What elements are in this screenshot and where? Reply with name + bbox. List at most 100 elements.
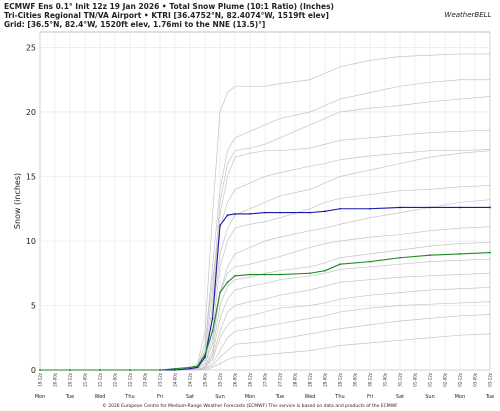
chart-title: ECMWF Ens 0.1° Init 12z 19 Jan 2026 • To… — [4, 2, 334, 11]
x-tick-label: 30-12z — [368, 373, 373, 387]
y-tick-label: 15 — [26, 172, 36, 181]
point — [69, 369, 71, 371]
x-tick-label: 21-00z — [83, 373, 88, 387]
x-tick-label: 29-00z — [323, 373, 328, 387]
y-tick-label: 25 — [26, 43, 36, 52]
point — [234, 274, 236, 277]
point — [99, 369, 101, 371]
point — [211, 317, 214, 320]
day-label: Sun — [425, 394, 435, 400]
x-tick-label: 24-00z — [173, 373, 178, 387]
x-tick-label: 27-12z — [278, 373, 283, 387]
point — [219, 224, 221, 227]
point — [264, 273, 266, 276]
point — [309, 211, 311, 214]
point — [219, 291, 221, 294]
y-tick-label: 20 — [26, 108, 36, 117]
point — [324, 210, 326, 213]
day-label: Tue — [275, 394, 285, 400]
chart-subtitle: Tri-Cities Regional TN/VA Airport • KTRI… — [4, 11, 329, 20]
point — [129, 369, 131, 371]
point — [204, 353, 206, 356]
x-tick-label: 29-12z — [338, 373, 343, 387]
point — [399, 256, 401, 259]
x-tick-label: 26-00z — [233, 373, 238, 387]
x-tick-label: 02-00z — [443, 373, 448, 387]
point — [309, 272, 311, 275]
x-tick-label: 20-00z — [53, 373, 58, 387]
grid-label: Grid: [36.5°N, 82.4°W, 1520ft elev, 1.76… — [4, 20, 265, 29]
x-tick-label: 22-00z — [113, 373, 118, 387]
summary-line — [40, 252, 491, 371]
x-tick-label: 19-12z — [38, 373, 43, 387]
point — [399, 206, 401, 209]
point — [159, 369, 161, 371]
point — [174, 367, 176, 370]
day-label: Sat — [186, 394, 194, 400]
x-tick-label: 02-12z — [458, 373, 463, 387]
x-tick-label: 28-12z — [308, 373, 313, 387]
point — [369, 207, 371, 210]
plot-area: 0 5 10 15 20 25 19-12z 20-00z 20-12z 21-00z 21-12z… — [26, 31, 495, 400]
point — [249, 213, 251, 215]
point — [234, 213, 236, 215]
x-tick-label: 25-12z — [218, 373, 223, 387]
x-tick-label: 31-12z — [398, 373, 403, 387]
point — [211, 330, 214, 333]
point — [429, 254, 431, 257]
day-label: Mon — [245, 394, 256, 400]
x-tick-label: 03-12z — [488, 373, 493, 387]
point — [204, 356, 206, 358]
y-axis-label: Snow (inches) — [13, 173, 22, 229]
x-tick-label: 01-00z — [413, 373, 418, 387]
point — [339, 207, 341, 210]
day-label: Fri — [367, 394, 373, 400]
day-label: Tue — [65, 394, 75, 400]
day-label: Wed — [95, 394, 106, 400]
point — [279, 273, 281, 276]
footer: © 2026 European Centre for Medium-Range … — [102, 402, 398, 409]
point — [489, 251, 491, 254]
x-tick-label: 01-12z — [428, 373, 433, 387]
x-tick-label: 28-00z — [293, 373, 298, 387]
point — [174, 369, 176, 371]
x-tick-label: 21-12z — [98, 373, 103, 387]
point — [489, 206, 491, 209]
x-tick-label: 26-12z — [248, 373, 253, 387]
day-label: Thu — [334, 394, 344, 400]
point — [39, 369, 41, 371]
x-tick-label: 31-00z — [383, 373, 388, 387]
x-tick-label: 20-12z — [68, 373, 73, 387]
point — [279, 211, 281, 214]
point — [459, 206, 461, 209]
point — [189, 366, 191, 369]
point — [369, 260, 371, 263]
day-label: Mon — [455, 394, 466, 400]
point — [324, 269, 326, 272]
point — [459, 252, 461, 255]
x-tick-label: 23-12z — [158, 373, 163, 387]
x-tick-label: 03-00z — [473, 373, 478, 387]
point — [264, 211, 266, 214]
day-label: Wed — [305, 394, 316, 400]
logo: WeatherBELL — [445, 11, 492, 19]
point — [249, 273, 251, 276]
point — [226, 281, 229, 284]
y-tick-label: 5 — [31, 301, 36, 310]
y-tick-label: 10 — [26, 237, 36, 246]
point — [226, 214, 229, 217]
x-tick-label: 27-00z — [263, 373, 268, 387]
point — [429, 206, 431, 209]
point — [196, 366, 199, 369]
day-label: Tue — [485, 394, 495, 400]
point — [189, 367, 191, 370]
x-tick-label: 23-00z — [143, 373, 148, 387]
day-label: Thu — [124, 394, 134, 400]
x-tick-label: 22-12z — [128, 373, 133, 387]
point — [339, 263, 341, 266]
x-tick-label: 24-12z — [188, 373, 193, 387]
x-tick-label: 25-00z — [203, 373, 208, 387]
day-label: Mon — [35, 394, 46, 400]
x-tick-label: 30-00z — [353, 373, 358, 387]
